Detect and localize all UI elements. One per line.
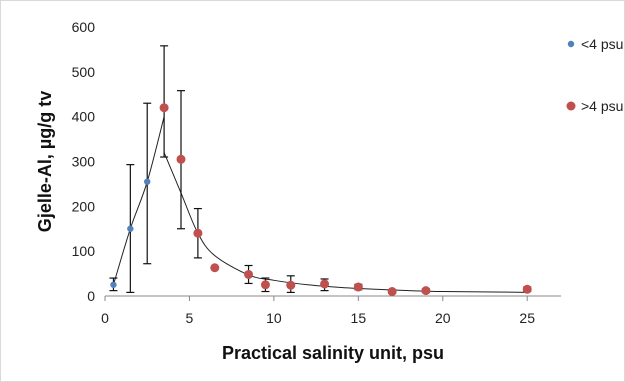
x-tick-label: 20 — [435, 310, 451, 326]
trend-line-1 — [112, 116, 165, 285]
data-point-high-salinity — [522, 284, 532, 294]
x-axis-title: Practical salinity unit, psu — [222, 343, 444, 363]
legend-marker — [566, 101, 576, 111]
data-point-high-salinity — [260, 280, 270, 290]
x-tick-label: 25 — [519, 310, 535, 326]
data-point-high-salinity — [244, 269, 254, 279]
data-point-high-salinity — [210, 263, 220, 273]
y-tick-label: 300 — [72, 154, 96, 170]
data-point-low-salinity — [127, 225, 134, 232]
legend-marker — [567, 40, 575, 48]
y-tick-label: 500 — [72, 64, 96, 80]
y-tick-label: 600 — [72, 19, 96, 35]
data-point-high-salinity — [353, 282, 363, 292]
y-tick-label: 400 — [72, 109, 96, 125]
legend: <4 psu >4 psu — [566, 36, 623, 114]
y-tick-label: 0 — [87, 288, 95, 304]
data-point-high-salinity — [387, 287, 397, 297]
axes: 0 5 10 15 20 25 0 100 200 300 400 500 600 — [72, 19, 561, 326]
legend-label: >4 psu — [581, 98, 623, 114]
data-point-low-salinity — [110, 281, 117, 288]
data-point-high-salinity — [286, 280, 296, 290]
x-tick-label: 15 — [351, 310, 367, 326]
data-point-low-salinity — [144, 178, 151, 185]
data-point-high-salinity — [421, 286, 431, 296]
y-tick-label: 100 — [72, 243, 96, 259]
data-point-high-salinity — [159, 103, 169, 113]
x-tick-label: 0 — [101, 310, 109, 326]
y-tick-label: 200 — [72, 198, 96, 214]
data-points — [110, 103, 532, 297]
error-bars — [109, 45, 532, 294]
legend-label: <4 psu — [581, 36, 623, 52]
data-point-high-salinity — [176, 154, 186, 164]
y-axis-title: Gjelle-Al, µg/g tv — [35, 91, 55, 232]
x-tick-label: 5 — [186, 310, 194, 326]
trend-lines — [112, 116, 528, 293]
data-point-high-salinity — [193, 228, 203, 238]
x-tick-label: 10 — [266, 310, 282, 326]
trend-line-2 — [163, 152, 528, 293]
data-point-high-salinity — [320, 279, 330, 289]
